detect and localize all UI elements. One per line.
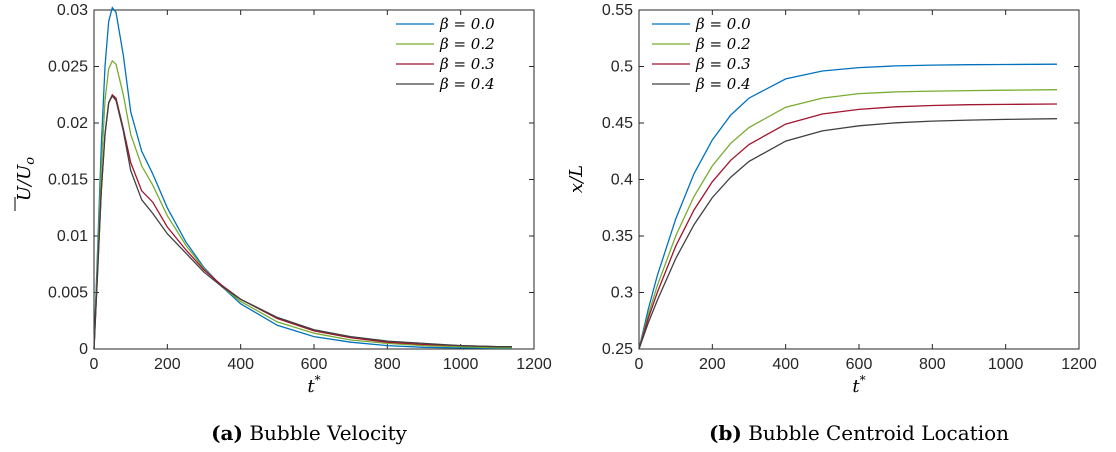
legend-label: β = 0.3	[695, 55, 751, 73]
y-tick-label: 0.35	[602, 228, 633, 245]
series-lines-a	[93, 6, 512, 350]
x-tick-label: 0	[90, 356, 99, 373]
x-tick-label: 400	[227, 356, 254, 373]
x-tick-label: 800	[374, 356, 401, 373]
legend-label: β = 0.4	[695, 75, 751, 93]
legend-label: β = 0.4	[439, 75, 495, 93]
y-tick-label: 0.3	[611, 285, 633, 302]
axis-ticks-a: 0 200 400 600 800 1000 1200 0 0.005 0.01 0.015 0.02…	[48, 2, 552, 373]
chart-bubble-velocity: 0 200 400 600 800 1000 1200 0 0.005 0.01 0.015 0.02…	[14, 2, 552, 445]
legend-label: β = 0.2	[439, 35, 495, 53]
y-axis-label-b: x/L	[566, 165, 587, 193]
legend-a: β = 0.0 β = 0.2 β = 0.3 β = 0.4	[396, 15, 495, 93]
caption-a-text: Bubble Velocity	[243, 421, 408, 445]
x-tick-label: 400	[772, 356, 799, 373]
legend-label: β = 0.2	[695, 35, 751, 53]
y-axis-label-a-text: U/Uo	[14, 157, 38, 201]
x-tick-label: 1000	[443, 356, 479, 373]
y-tick-label: 0.25	[602, 341, 633, 358]
y-axis-label-a: U/Uo	[14, 157, 38, 211]
y-tick-label: 0.45	[602, 115, 633, 132]
y-tick-label: 0	[79, 341, 88, 358]
series-line-1	[93, 59, 512, 350]
y-tick-label: 0.55	[602, 2, 633, 19]
y-tick-label: 0.015	[48, 172, 88, 189]
x-tick-label: 200	[699, 356, 726, 373]
series-line-0	[638, 63, 1058, 350]
series-line-0	[93, 6, 512, 350]
caption-b-text: Bubble Centroid Location	[742, 421, 1009, 445]
legend-b: β = 0.0 β = 0.2 β = 0.3 β = 0.4	[652, 15, 751, 93]
y-tick-label: 0.02	[57, 115, 88, 132]
series-line-3	[93, 94, 512, 350]
caption-a: (a) Bubble Velocity	[211, 421, 408, 445]
x-tick-label: 0	[635, 356, 644, 373]
x-tick-label: 200	[154, 356, 181, 373]
axis-ticks-b: 0 200 400 600 800 1000 1200 0.25 0.3 0.35 0.4 0.45 0…	[602, 2, 1097, 373]
legend-label: β = 0.3	[439, 55, 495, 73]
series-line-1	[638, 89, 1058, 350]
plot-area-a	[93, 9, 535, 350]
y-tick-label: 0.005	[48, 285, 88, 302]
x-axis-label-a: t*	[307, 373, 320, 397]
chart-bubble-centroid: 0 200 400 600 800 1000 1200 0.25 0.3 0.35 0.4 0.45 0…	[566, 2, 1097, 445]
series-lines-b	[638, 63, 1058, 350]
x-tick-label: 600	[846, 356, 873, 373]
y-tick-label: 0.03	[57, 2, 88, 19]
series-line-2	[638, 103, 1058, 350]
y-tick-label: 0.025	[48, 59, 88, 76]
caption-b: (b) Bubble Centroid Location	[709, 421, 1009, 445]
x-tick-label: 600	[301, 356, 328, 373]
x-tick-label: 1200	[516, 356, 552, 373]
series-line-3	[638, 118, 1058, 350]
y-tick-label: 0.5	[611, 59, 633, 76]
x-axis-label-b: t*	[852, 373, 865, 397]
plot-area-b	[638, 9, 1080, 350]
y-tick-label: 0.4	[611, 172, 633, 189]
x-tick-label: 1000	[988, 356, 1024, 373]
caption-b-tag: (b)	[709, 421, 742, 445]
caption-a-tag: (a)	[211, 421, 243, 445]
legend-label: β = 0.0	[439, 15, 495, 33]
x-tick-label: 800	[919, 356, 946, 373]
x-tick-label: 1200	[1061, 356, 1097, 373]
legend-label: β = 0.0	[695, 15, 751, 33]
y-tick-label: 0.01	[57, 228, 88, 245]
